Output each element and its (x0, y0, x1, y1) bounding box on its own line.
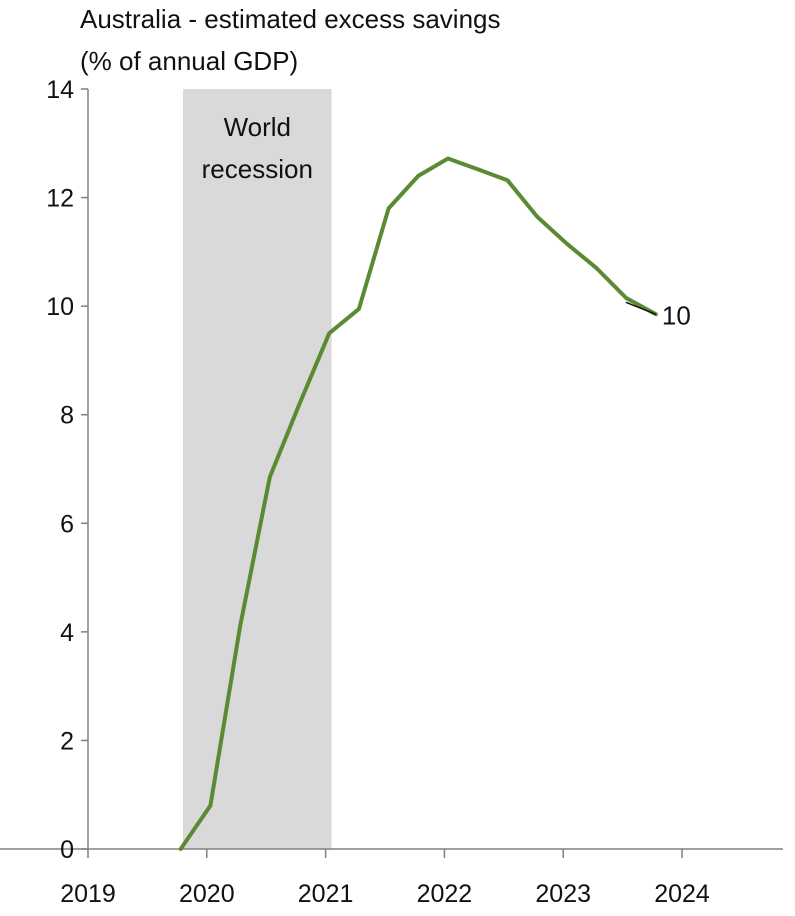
recession-label: World (224, 112, 291, 142)
x-tick-label: 2023 (535, 880, 591, 908)
x-tick-label: 2021 (298, 880, 354, 908)
end-value-label: 10 (662, 300, 691, 330)
y-tick-label: 6 (60, 510, 74, 538)
y-tick-label: 4 (60, 619, 74, 647)
recession-shading (183, 89, 332, 849)
y-tick-label: 8 (60, 402, 74, 430)
y-tick-label: 0 (60, 836, 74, 864)
y-tick-label: 12 (46, 185, 74, 213)
series-line (178, 156, 658, 851)
chart-subtitle: (% of annual GDP) (80, 46, 298, 76)
x-tick-label: 2024 (654, 880, 710, 908)
x-tick-label: 2020 (179, 880, 235, 908)
chart-title: Australia - estimated excess savings (80, 4, 501, 34)
x-tick-label: 2022 (417, 880, 473, 908)
y-tick-label: 10 (46, 293, 74, 321)
x-tick-label: 2019 (60, 880, 116, 908)
y-tick-label: 14 (46, 76, 74, 104)
end-label-leader (625, 301, 657, 315)
recession-label: recession (202, 154, 313, 184)
y-tick-label: 2 (60, 727, 74, 755)
